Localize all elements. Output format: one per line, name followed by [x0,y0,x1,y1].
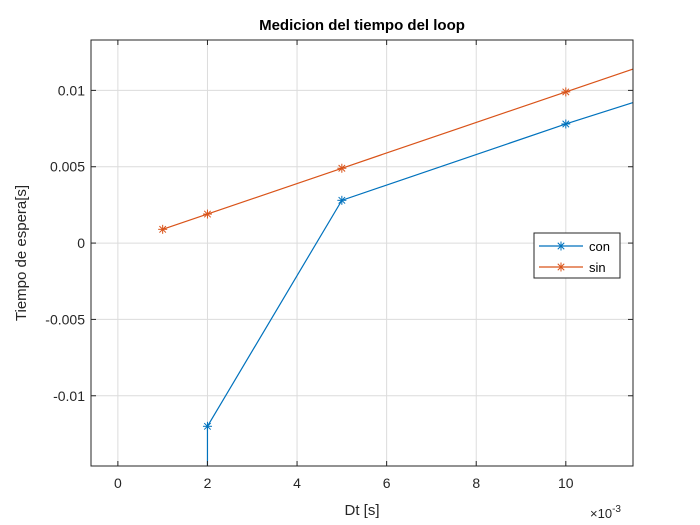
data-point-sin [561,87,571,97]
y-tick-label: -0.01 [53,388,85,404]
data-point-sin [158,224,168,234]
y-tick-label: 0 [77,235,85,251]
x-axis-exponent: ×10-3 [590,504,621,521]
series-layer [158,68,634,466]
legend-marker-con [556,241,566,251]
legend-items: con sin [539,239,610,275]
plot-frame [90,39,634,467]
y-tick-label: 0.005 [50,159,85,175]
data-point-con [337,195,347,205]
legend-box [533,232,621,279]
x-tick-label: 0 [114,475,122,491]
tick-layer: 0 2 4 6 8 10 -0.01 -0.005 0 0.005 0.01 [45,40,633,491]
grid-layer [91,40,633,466]
x-tick-label: 6 [383,475,391,491]
x-exponent-base: ×10 [590,506,612,521]
x-tick-label: 10 [558,475,574,491]
x-tick-label: 2 [204,475,212,491]
legend-label-sin: sin [589,260,606,275]
legend-marker-sin [556,262,566,272]
legend: con sin [533,232,621,279]
data-point-con [202,421,212,431]
y-axis-label: Tiempo de espera[s] [13,185,30,321]
chart-title: Medicion del tiempo del loop [259,17,465,34]
data-point-sin [337,163,347,173]
x-exponent-power: -3 [612,504,621,515]
y-tick-label: 0.01 [58,82,85,98]
data-point-sin [202,209,212,219]
x-tick-label: 4 [293,475,301,491]
data-point-con [561,119,571,129]
x-tick-label: 8 [472,475,480,491]
legend-label-con: con [589,239,610,254]
x-axis-label: Dt [s] [344,502,379,519]
y-tick-label: -0.005 [45,311,85,327]
